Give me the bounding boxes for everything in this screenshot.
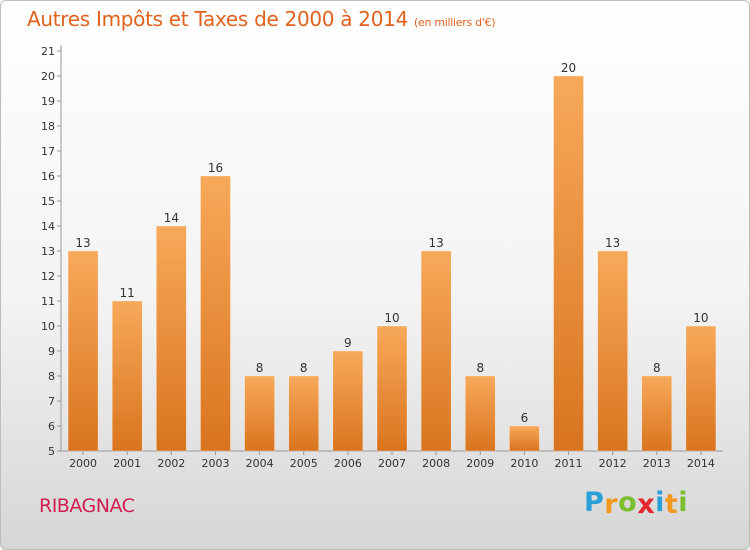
- chart-unit: (en milliers d'€): [414, 16, 496, 29]
- proxiti-logo: Proxiti: [584, 487, 689, 520]
- y-tick-label: 19: [41, 95, 55, 108]
- bar-value-label: 14: [164, 211, 179, 225]
- bar-value-label: 8: [300, 361, 308, 375]
- bar: [288, 375, 319, 452]
- chart-title-text: Autres Impôts et Taxes de 2000 à 2014: [27, 7, 408, 31]
- bar-value-label: 10: [384, 311, 399, 325]
- x-tick-label: 2002: [157, 457, 185, 470]
- x-tick-label: 2010: [510, 457, 538, 470]
- y-tick-label: 17: [41, 145, 55, 158]
- logo-letter: t: [664, 489, 679, 520]
- x-tick-label: 2008: [422, 457, 450, 470]
- bar: [244, 375, 275, 452]
- bar-value-label: 16: [208, 161, 223, 175]
- bar: [376, 325, 408, 452]
- bar-value-label: 10: [693, 311, 708, 325]
- y-tick-label: 11: [41, 295, 55, 308]
- bar-value-label: 6: [521, 411, 529, 425]
- bar: [420, 250, 452, 452]
- bar-value-label: 9: [344, 336, 352, 350]
- y-tick-label: 21: [41, 45, 55, 58]
- x-tick-label: 2004: [246, 457, 274, 470]
- bar-value-label: 8: [653, 361, 661, 375]
- bars: [67, 75, 717, 452]
- chart-title: Autres Impôts et Taxes de 2000 à 2014 (en…: [27, 7, 495, 31]
- bar: [509, 425, 540, 452]
- bar-value-label: 20: [561, 61, 576, 75]
- bar-value-label: 13: [428, 236, 443, 250]
- bar: [465, 375, 496, 452]
- y-tick-label: 6: [48, 420, 55, 433]
- logo-letter: P: [584, 487, 605, 518]
- bar: [332, 350, 364, 452]
- y-tick-label: 18: [41, 120, 55, 133]
- bar: [685, 325, 717, 452]
- bar-value-label: 13: [605, 236, 620, 250]
- y-tick-label: 5: [48, 445, 55, 458]
- y-tick-label: 8: [48, 370, 55, 383]
- x-tick-label: 2006: [334, 457, 362, 470]
- x-tick-label: 2003: [201, 457, 229, 470]
- x-tick-label: 2012: [599, 457, 627, 470]
- x-tick-label: 2000: [69, 457, 97, 470]
- bar: [641, 375, 673, 452]
- bar: [200, 175, 231, 452]
- y-tick-label: 10: [41, 320, 55, 333]
- x-tick-label: 2009: [466, 457, 494, 470]
- x-tick-label: 2005: [290, 457, 318, 470]
- y-tick-label: 13: [41, 245, 55, 258]
- y-tick-label: 7: [48, 395, 55, 408]
- bar: [553, 75, 584, 452]
- logo-letter: i: [655, 487, 665, 518]
- bar-value-label: 11: [120, 286, 135, 300]
- y-tick-label: 20: [41, 70, 55, 83]
- bar-value-label: 8: [256, 361, 264, 375]
- x-tick-label: 2013: [643, 457, 671, 470]
- x-tick-label: 2011: [555, 457, 583, 470]
- y-tick-label: 12: [41, 270, 55, 283]
- bar-value-label: 8: [476, 361, 484, 375]
- bar: [597, 250, 628, 452]
- bar-value-label: 13: [75, 236, 90, 250]
- y-tick-label: 9: [48, 345, 55, 358]
- axes: 5 6 7 8 9 10 11 12 13 14 15 16 17 18 19 20 21 2000 2001 200…: [41, 45, 723, 470]
- y-tick-label: 16: [41, 170, 55, 183]
- bar: [67, 250, 99, 452]
- y-tick-label: 14: [41, 220, 55, 233]
- commune-name: RIBAGNAC: [39, 495, 135, 517]
- bar: [111, 300, 143, 452]
- x-tick-label: 2001: [113, 457, 141, 470]
- data-labels: 13 11 14 16 8 8 9 10 13 8 6 20 13 8 10: [75, 61, 708, 425]
- logo-letter: i: [678, 487, 689, 518]
- logo-letter: x: [637, 489, 656, 520]
- x-tick-label: 2014: [687, 457, 715, 470]
- logo-letter: o: [618, 487, 638, 518]
- bar: [156, 225, 187, 452]
- x-tick-label: 2007: [378, 457, 406, 470]
- logo-letter: r: [604, 489, 619, 520]
- y-tick-label: 15: [41, 195, 55, 208]
